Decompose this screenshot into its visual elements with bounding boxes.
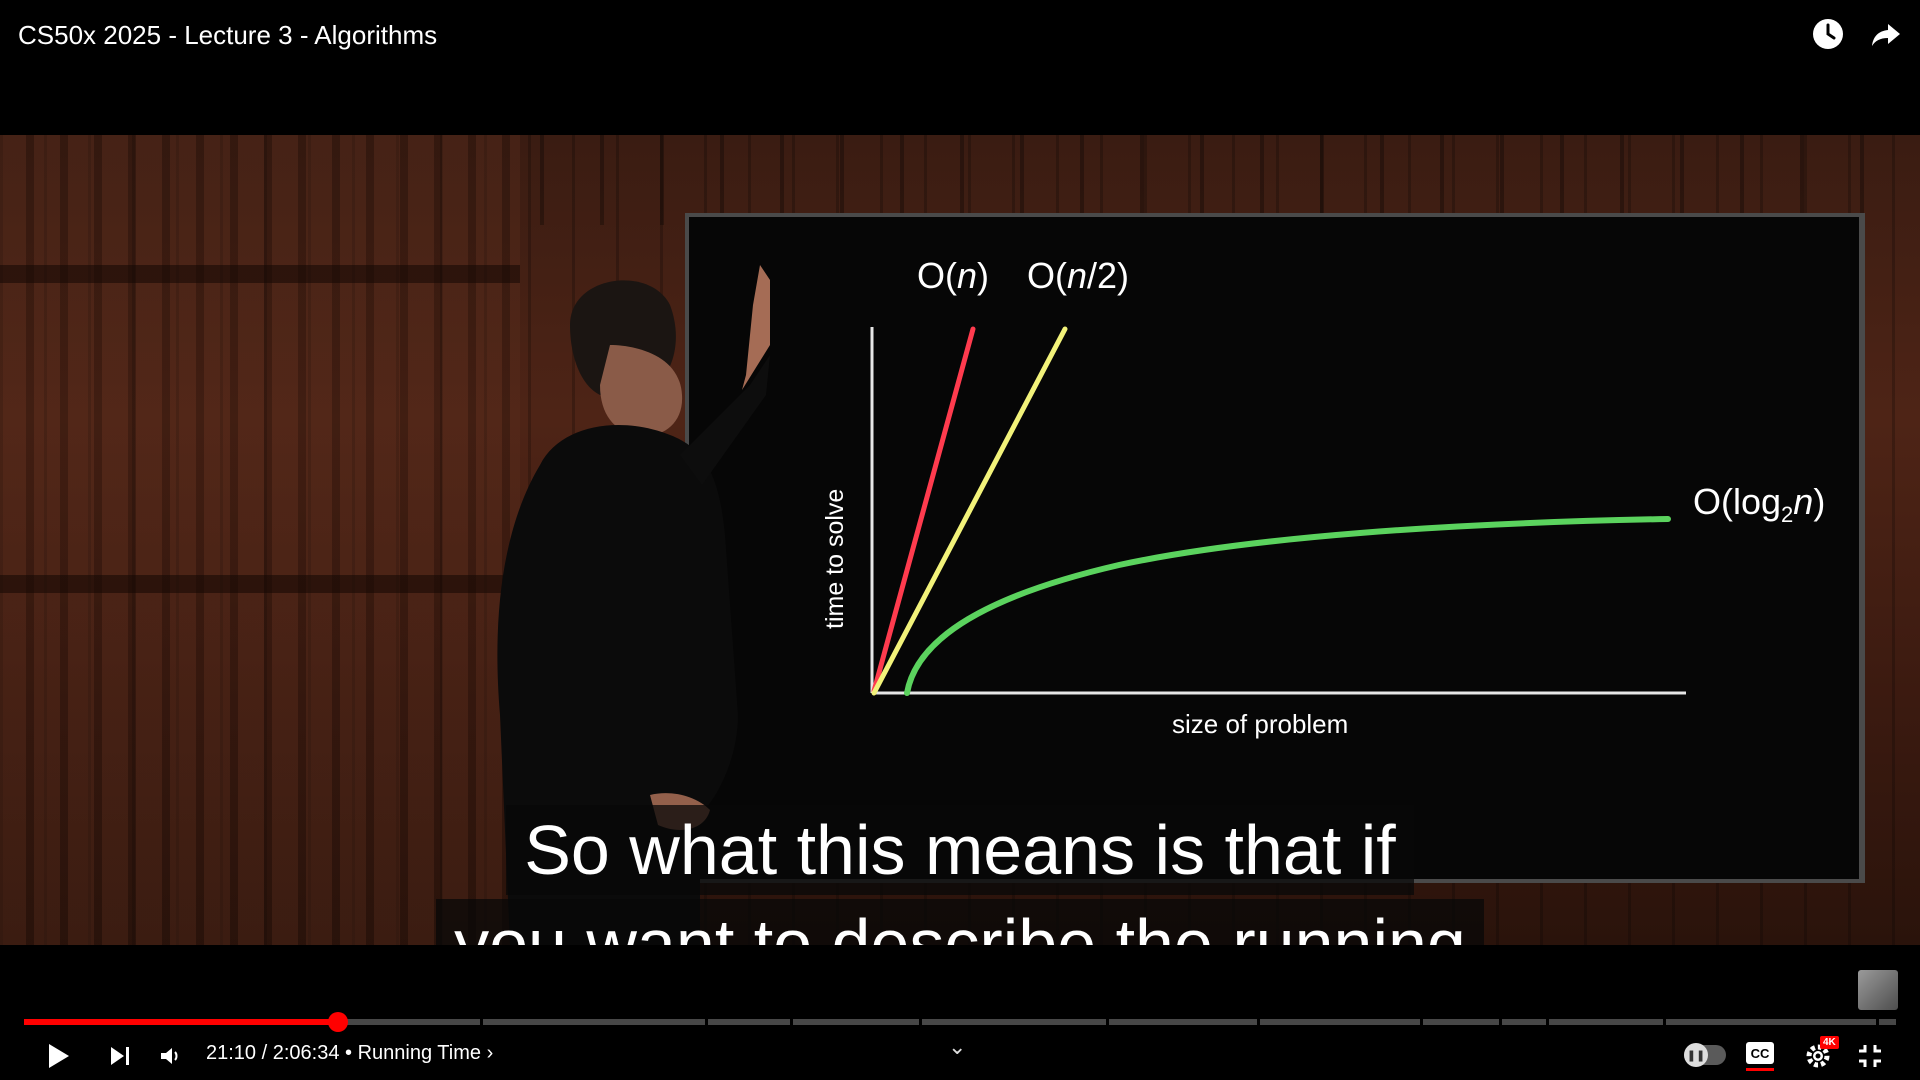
chapter-segment[interactable] xyxy=(793,1019,919,1025)
back-wall xyxy=(540,135,1920,225)
label-o-n-var: n xyxy=(957,255,978,296)
time-separator: • xyxy=(345,1042,353,1064)
watch-later-icon[interactable] xyxy=(1812,18,1844,50)
chapter-segment[interactable] xyxy=(1666,1019,1876,1025)
chapter-segment[interactable] xyxy=(708,1019,790,1025)
player-controls: 21:10 / 2:06:34 • Running Time › ⌄ ❚❚ CC… xyxy=(0,1030,1920,1080)
play-button[interactable] xyxy=(40,1038,76,1074)
chapter-title[interactable]: Running Time xyxy=(357,1042,481,1064)
chapter-segment[interactable] xyxy=(922,1019,1106,1025)
chapter-segment[interactable] xyxy=(340,1019,480,1025)
label-o-log-n-suffix: ) xyxy=(1813,481,1826,522)
chapter-arrow[interactable]: › xyxy=(486,1042,494,1064)
chapter-segment[interactable] xyxy=(1879,1019,1896,1025)
chapter-segment[interactable] xyxy=(1260,1019,1420,1025)
label-o-n: O(n) xyxy=(917,255,989,297)
video-title[interactable]: CS50x 2025 - Lecture 3 - Algorithms xyxy=(18,20,438,50)
slide: O(n) O(n/2) O(log2n) time to solve size … xyxy=(689,217,1859,879)
label-o-n-half-prefix: O( xyxy=(1027,255,1067,296)
autoplay-toggle[interactable]: ❚❚ xyxy=(1684,1043,1726,1067)
share-icon[interactable] xyxy=(1870,18,1902,50)
progress-scrubber[interactable] xyxy=(328,1012,348,1032)
time-current-duration: 21:10 / 2:06:34 xyxy=(206,1042,340,1064)
next-icon xyxy=(111,1047,129,1065)
exit-fullscreen-button[interactable] xyxy=(1852,1038,1888,1074)
subtitles-button[interactable]: CC xyxy=(1746,1042,1774,1064)
line-o-n-half xyxy=(871,326,1068,696)
label-o-log-n-var: n xyxy=(1793,481,1814,522)
chevron-down-icon[interactable]: ⌄ xyxy=(948,1034,967,1059)
top-actions xyxy=(1812,18,1902,50)
chapter-segment[interactable] xyxy=(1109,1019,1257,1025)
caption-line-1: So what this means is that if xyxy=(506,805,1414,895)
time-display: 21:10 / 2:06:34 • Running Time › xyxy=(206,1042,493,1065)
exit-fullscreen-icon xyxy=(1859,1045,1881,1067)
label-o-n-half-suffix: /2) xyxy=(1087,255,1130,296)
next-button[interactable] xyxy=(102,1038,138,1074)
chapter-segment[interactable] xyxy=(1423,1019,1499,1025)
label-o-n-prefix: O( xyxy=(917,255,957,296)
line-o-log-n xyxy=(904,516,1671,696)
complexity-graph xyxy=(870,326,1686,696)
x-axis-label: size of problem xyxy=(1172,709,1349,739)
settings-button[interactable] xyxy=(1800,1038,1836,1074)
line-o-n xyxy=(871,326,976,694)
top-bar: CS50x 2025 - Lecture 3 - Algorithms xyxy=(0,0,1920,135)
label-o-log-n-sub: 2 xyxy=(1781,502,1794,528)
volume-button[interactable] xyxy=(152,1038,188,1074)
miniplayer-thumbnail[interactable] xyxy=(1858,970,1898,1010)
chapter-segment[interactable] xyxy=(1502,1019,1546,1025)
subtitles-active-indicator xyxy=(1746,1068,1774,1071)
progress-bar[interactable] xyxy=(24,1012,1896,1032)
projection-screen: O(n) O(n/2) O(log2n) time to solve size … xyxy=(685,213,1865,883)
volume-icon xyxy=(161,1048,178,1064)
label-o-log-n: O(log2n) xyxy=(1693,481,1825,528)
video-frame[interactable]: O(n) O(n/2) O(log2n) time to solve size … xyxy=(0,135,1920,945)
chapter-segment[interactable] xyxy=(483,1019,705,1025)
label-o-n-half-var: n xyxy=(1067,255,1088,296)
panel-rail xyxy=(0,575,520,593)
quality-badge: 4K xyxy=(1820,1036,1839,1049)
panel-rail xyxy=(0,265,520,283)
gear-icon xyxy=(1806,1044,1830,1068)
label-o-n-suffix: ) xyxy=(977,255,990,296)
captions: So what this means is that if you want t… xyxy=(0,805,1920,945)
caption-line-2: you want to describe the running xyxy=(436,899,1484,945)
label-o-n-half: O(n/2) xyxy=(1027,255,1129,297)
chapter-segment[interactable] xyxy=(1549,1019,1663,1025)
play-icon xyxy=(49,1044,69,1068)
pause-icon: ❚❚ xyxy=(1684,1043,1708,1067)
y-axis-label: time to solve xyxy=(821,488,849,629)
progress-played xyxy=(24,1019,338,1025)
label-o-log-n-prefix: O(log xyxy=(1693,481,1782,522)
